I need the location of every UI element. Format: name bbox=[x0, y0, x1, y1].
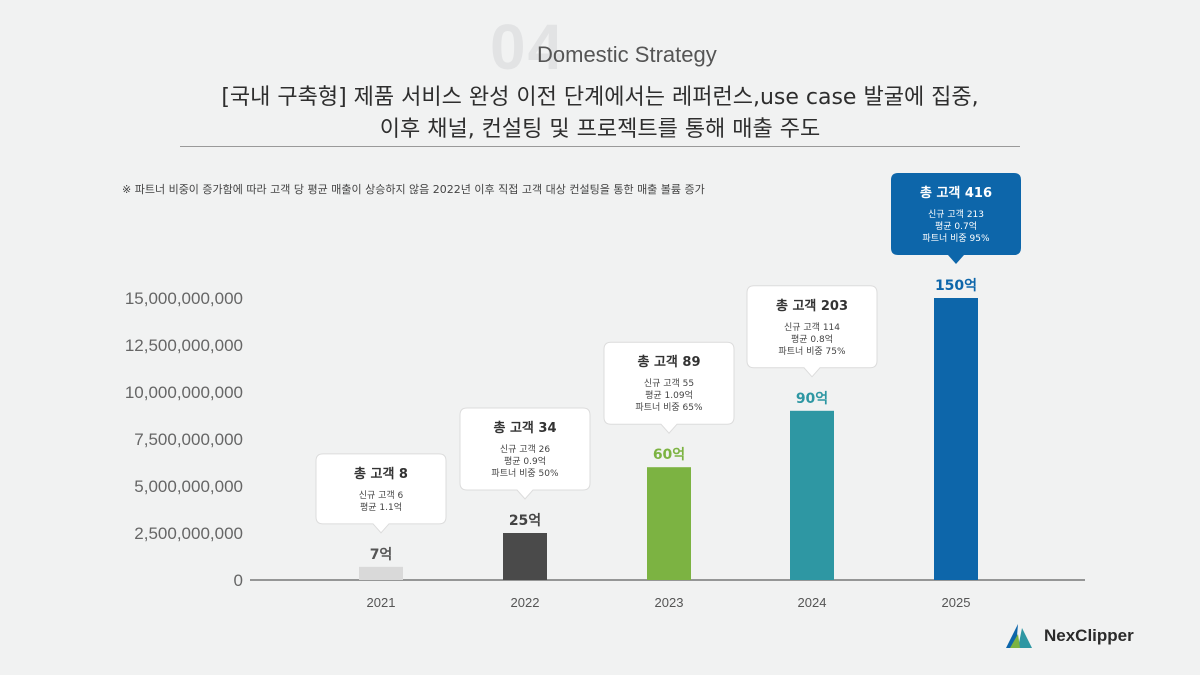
headline-line-1: [국내 구축형] 제품 서비스 완성 이전 단계에서는 레퍼런스,use cas… bbox=[221, 85, 979, 110]
callout-line: 파트너 비중 75% bbox=[778, 346, 846, 357]
callout-title: 총 고객 416 bbox=[920, 185, 992, 201]
callout-box bbox=[315, 453, 447, 534]
callout-line: 신규 고객 6 bbox=[359, 490, 404, 501]
logo-text: NexClipper bbox=[1044, 626, 1134, 645]
bar-2023 bbox=[647, 467, 691, 580]
callout-line: 평균 0.7억 bbox=[935, 220, 977, 232]
callout-line: 신규 고객 213 bbox=[928, 209, 984, 220]
data-label: 7억 bbox=[370, 547, 393, 563]
headline-line-2: 이후 채널, 컨설팅 및 프로젝트를 통해 매출 주도 bbox=[379, 117, 821, 142]
bar-2025 bbox=[934, 298, 978, 580]
bar-2021 bbox=[359, 566, 403, 580]
bar-2024 bbox=[790, 410, 834, 580]
callout-title: 총 고객 203 bbox=[776, 298, 848, 314]
callout-line: 파트너 비중 95% bbox=[922, 233, 990, 244]
callout-line: 신규 고객 26 bbox=[500, 444, 551, 455]
section-number: 04 bbox=[490, 11, 566, 83]
callout-box bbox=[746, 285, 878, 378]
callout-line: 신규 고객 114 bbox=[784, 322, 840, 333]
section-title: Domestic Strategy bbox=[537, 42, 717, 67]
callout-line: 평균 0.9억 bbox=[504, 455, 546, 467]
callout-box bbox=[891, 173, 1021, 264]
title-divider bbox=[180, 146, 1020, 147]
data-label: 25억 bbox=[509, 513, 541, 529]
footnote: ※ 파트너 비중이 증가함에 따라 고객 당 평균 매출이 상승하지 않음 20… bbox=[122, 183, 705, 196]
callout-line: 파트너 비중 65% bbox=[635, 402, 703, 413]
callout-line: 평균 1.1억 bbox=[360, 501, 402, 513]
callout-line: 파트너 비중 50% bbox=[491, 468, 559, 479]
data-label: 150억 bbox=[935, 278, 977, 294]
callout-box bbox=[603, 341, 735, 434]
x-tick-label: 2025 bbox=[942, 595, 971, 610]
callout-title: 총 고객 34 bbox=[493, 420, 556, 436]
callout-title: 총 고객 8 bbox=[354, 466, 408, 482]
x-tick-label: 2024 bbox=[798, 595, 827, 610]
bar-2022 bbox=[503, 533, 547, 580]
y-tick-label: 12,500,000,000 bbox=[125, 336, 243, 355]
callout-title: 총 고객 89 bbox=[637, 354, 700, 370]
data-label: 90억 bbox=[796, 391, 828, 407]
callout-line: 신규 고객 55 bbox=[644, 378, 694, 389]
y-tick-label: 10,000,000,000 bbox=[125, 383, 243, 402]
x-tick-label: 2023 bbox=[655, 595, 684, 610]
data-label: 60억 bbox=[653, 447, 685, 463]
y-tick-label: 0 bbox=[234, 571, 243, 590]
x-tick-label: 2021 bbox=[367, 595, 396, 610]
y-tick-label: 5,000,000,000 bbox=[134, 477, 243, 496]
y-tick-label: 7,500,000,000 bbox=[134, 430, 243, 449]
callout-line: 평균 0.8억 bbox=[791, 333, 833, 345]
x-tick-label: 2022 bbox=[511, 595, 540, 610]
y-tick-label: 2,500,000,000 bbox=[134, 524, 243, 543]
callout-box bbox=[459, 407, 591, 500]
logo: NexClipper bbox=[1002, 622, 1134, 650]
y-tick-label: 15,000,000,000 bbox=[125, 289, 243, 308]
callout-line: 평균 1.09억 bbox=[645, 389, 693, 401]
logo-sail-icon bbox=[1006, 624, 1032, 648]
